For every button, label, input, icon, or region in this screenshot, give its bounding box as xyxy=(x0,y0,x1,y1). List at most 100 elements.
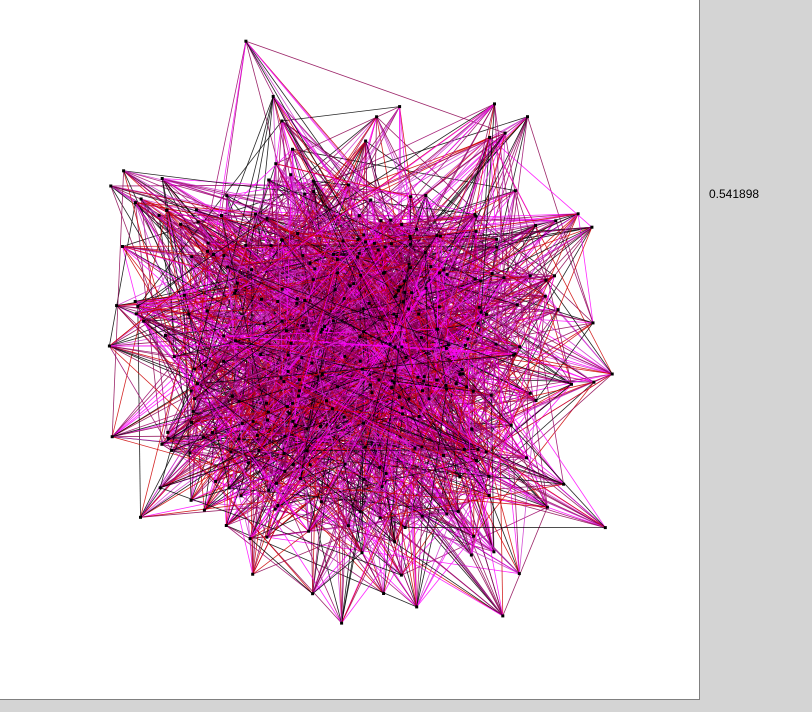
graph-node xyxy=(283,469,287,473)
graph-edge xyxy=(266,217,316,270)
graph-node xyxy=(458,475,462,479)
graph-node xyxy=(487,474,491,478)
graph-edge xyxy=(277,235,438,506)
graph-edge xyxy=(404,457,527,528)
graph-node xyxy=(336,385,340,389)
graph-edge xyxy=(257,435,489,477)
graph-node xyxy=(415,227,419,231)
graph-node xyxy=(427,397,431,401)
graph-node xyxy=(273,507,277,511)
graph-edge xyxy=(416,388,447,607)
graph-edge xyxy=(194,315,397,400)
graph-edge xyxy=(137,306,141,518)
graph-node xyxy=(300,356,304,360)
graph-edge xyxy=(416,535,474,608)
graph-edge xyxy=(227,266,254,575)
graph-edge xyxy=(137,305,479,450)
graph-node xyxy=(313,267,317,271)
graph-edge xyxy=(368,132,506,304)
graph-node xyxy=(224,524,228,527)
graph-node xyxy=(166,436,170,440)
graph-edge xyxy=(221,215,381,468)
graph-node xyxy=(280,119,284,123)
graph-node xyxy=(265,216,269,220)
graph-node xyxy=(445,272,449,276)
graph-node xyxy=(319,424,322,428)
graph-edge xyxy=(341,515,423,624)
graph-edge xyxy=(223,335,564,485)
graph-edge xyxy=(359,336,381,468)
graph-node xyxy=(488,135,492,139)
graph-edge xyxy=(275,163,411,198)
graph-node xyxy=(479,279,483,283)
graph-node xyxy=(301,254,305,258)
graph-node xyxy=(235,281,239,285)
graph-node xyxy=(407,397,411,401)
graph-node xyxy=(393,345,397,349)
graph-edge xyxy=(311,240,344,364)
graph-node xyxy=(392,312,396,316)
graph-node xyxy=(401,412,404,416)
network-graph xyxy=(107,39,614,625)
graph-node xyxy=(396,288,400,292)
graph-edge xyxy=(223,335,416,449)
graph-edge xyxy=(322,374,447,390)
graph-node xyxy=(357,251,361,255)
graph-node xyxy=(417,312,421,316)
graph-node xyxy=(590,225,594,229)
graph-edge xyxy=(357,256,546,281)
graph-node xyxy=(369,198,373,202)
graph-node xyxy=(259,352,263,356)
graph-edge xyxy=(399,286,420,417)
graph-edge xyxy=(394,313,487,371)
graph-node xyxy=(474,459,478,462)
graph-node xyxy=(109,184,113,188)
graph-node xyxy=(196,220,200,224)
graph-edge xyxy=(245,245,254,575)
graph-node xyxy=(362,233,366,237)
graph-node xyxy=(384,472,388,475)
graph-edge xyxy=(363,103,495,332)
graph-edge xyxy=(471,304,518,556)
graph-node xyxy=(190,255,194,259)
graph-edge xyxy=(350,285,514,356)
graph-node xyxy=(435,327,439,331)
graph-node xyxy=(410,291,414,295)
graph-node xyxy=(331,319,335,323)
graph-edge xyxy=(109,345,173,451)
graph-node xyxy=(591,321,595,325)
graph-edge xyxy=(161,178,167,211)
graph-node xyxy=(170,448,174,452)
graph-node xyxy=(305,449,309,453)
graph-node xyxy=(142,319,146,323)
graph-edge xyxy=(332,275,531,410)
graph-node xyxy=(343,462,347,466)
graph-node xyxy=(409,195,413,199)
graph-edge xyxy=(140,313,419,518)
graph-edge xyxy=(425,195,445,270)
graph-edge xyxy=(376,116,438,236)
graph-edge xyxy=(223,360,387,474)
graph-node xyxy=(471,389,475,393)
graph-edge xyxy=(312,446,366,594)
graph-node xyxy=(442,268,446,272)
graph-node xyxy=(487,494,491,497)
graph-edge xyxy=(276,482,548,508)
graph-node xyxy=(316,375,320,379)
graph-node xyxy=(389,218,393,222)
graph-node xyxy=(227,486,231,490)
graph-edge xyxy=(275,106,400,165)
graph-canvas[interactable] xyxy=(0,0,700,700)
graph-node xyxy=(230,394,234,398)
graph-node xyxy=(388,342,392,346)
graph-edge xyxy=(476,190,516,461)
graph-node xyxy=(380,485,384,489)
graph-edge xyxy=(320,331,466,346)
graph-node xyxy=(422,379,426,383)
graph-edge xyxy=(300,476,489,479)
graph-edge xyxy=(204,425,296,511)
graph-edge xyxy=(394,344,466,371)
graph-edge xyxy=(292,103,495,465)
graph-edge xyxy=(230,451,548,508)
graph-node xyxy=(534,224,538,227)
